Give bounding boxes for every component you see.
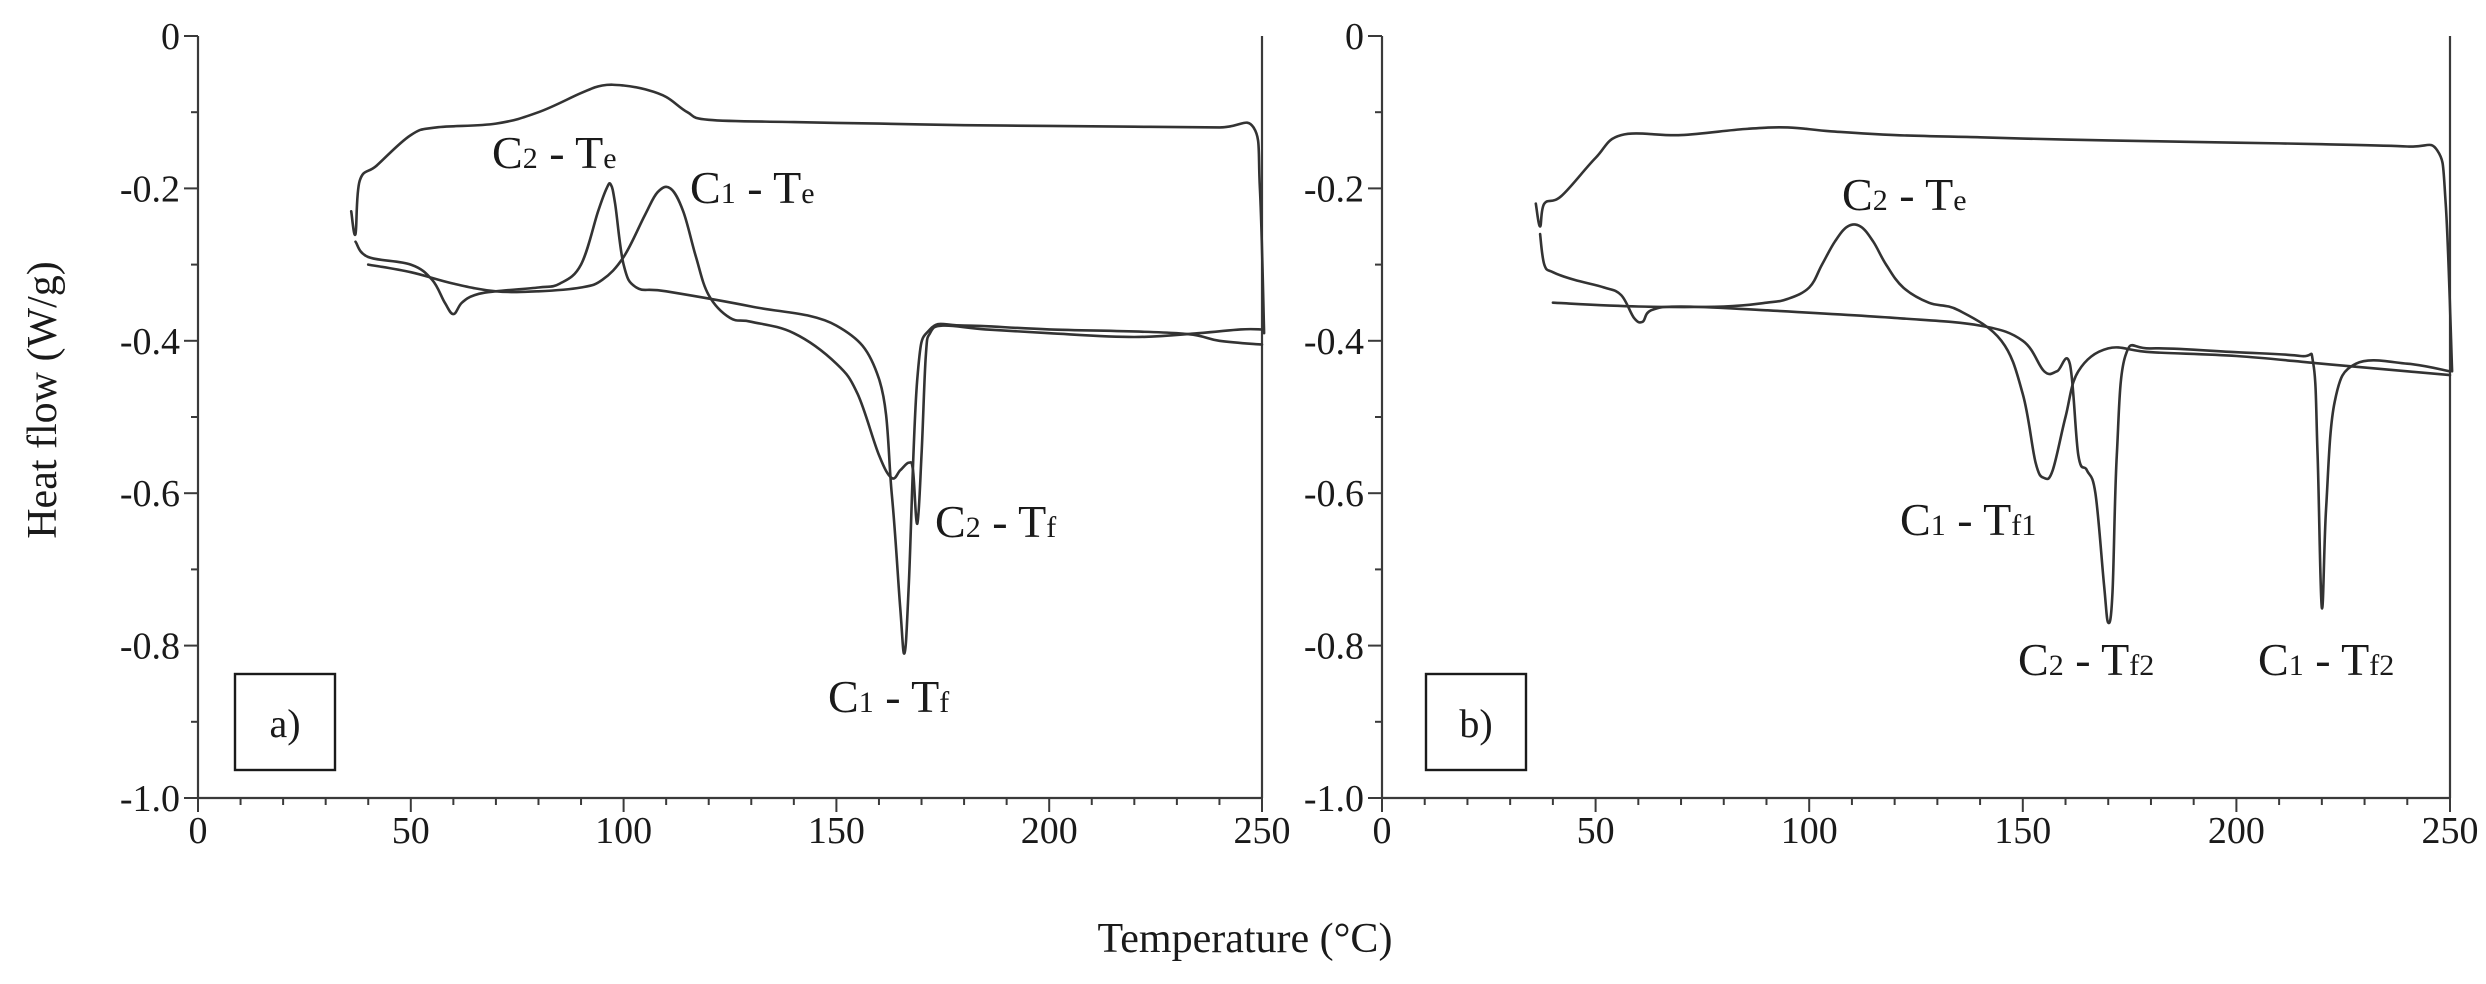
- panel-a-curves: [349, 83, 1266, 655]
- panel-b-x-tick-label: 100: [1781, 810, 1838, 852]
- chart-panel-b: 0 50 100 150 200 250 0 -0.2 -0.4 -0.6 -0.8 -1.0 C2 …: [1304, 16, 2479, 852]
- annotation-a-c2-tf: C2 - Tf: [935, 496, 1056, 547]
- panel-b-x-tick-label: 0: [1373, 810, 1392, 852]
- annotation-b-c1-tf2: C1 - Tf2: [2258, 634, 2394, 685]
- panel-b-x-tick-label: 200: [2208, 810, 2265, 852]
- annotation-a-c1-te: C1 - Te: [690, 162, 815, 213]
- panel-b-x-tick-label: 50: [1577, 810, 1615, 852]
- panel-b-y-tick-label: -0.6: [1304, 473, 1364, 515]
- panel-b-y-tick-label: 0: [1345, 16, 1364, 58]
- chart-panel-a: 0 50 100 150 200 250 0 -0.2 -0.4 -0.6 -0.8 -1.0 C2 …: [120, 16, 1291, 852]
- annotation-a-c1-tf: C1 - Tf: [828, 671, 949, 722]
- panel-b-tick-labels: 0 50 100 150 200 250 0 -0.2 -0.4 -0.6 -0.8 -1.0: [1304, 16, 2479, 852]
- annotation-b-c1-tf1: C1 - Tf1: [1900, 494, 2036, 545]
- panel-a-curve-3: [366, 185, 1264, 526]
- y-axis-label: Heat flow (W/g): [20, 261, 66, 539]
- panel-b-y-tick-label: -0.4: [1304, 321, 1364, 363]
- panel-b-curves: [1534, 125, 2454, 625]
- panel-a-curve-2: [354, 182, 1264, 655]
- panel-b-curve-1: [1534, 125, 2454, 373]
- panel-a-label: a): [269, 701, 300, 746]
- panel-b-y-tick-label: -0.8: [1304, 626, 1364, 668]
- annotation-b-c2-te: C2 - Te: [1842, 169, 1967, 220]
- panel-b-label: b): [1459, 701, 1492, 746]
- panel-a-x-tick-label: 150: [808, 810, 865, 852]
- panel-a-ticks: [184, 35, 1263, 812]
- panel-a-y-tick-label: -0.6: [120, 473, 180, 515]
- panel-b-x-tick-label: 250: [2422, 810, 2479, 852]
- panel-a-y-tick-label: -0.2: [120, 168, 180, 210]
- panel-b-x-tick-label: 150: [1994, 810, 2051, 852]
- panel-a-x-tick-label: 200: [1021, 810, 1078, 852]
- panel-a-y-tick-label: 0: [161, 16, 180, 58]
- panel-b-label-box: [1424, 672, 1528, 772]
- panel-b-curve-2: [1538, 232, 2452, 625]
- panel-a-x-tick-label: 0: [189, 810, 208, 852]
- panel-a-label-box: [233, 672, 337, 772]
- panel-a-x-tick-label: 100: [595, 810, 652, 852]
- panel-a-curve-1: [349, 83, 1266, 335]
- annotation-a-c2-te: C2 - Te: [492, 127, 617, 178]
- panel-a-x-tick-label: 50: [392, 810, 430, 852]
- panel-a-y-tick-label: -0.8: [120, 626, 180, 668]
- x-axis-label: Temperature (°C): [1098, 916, 1393, 962]
- panel-b-curve-3: [1551, 223, 2452, 481]
- panel-a-y-tick-label: -0.4: [120, 321, 180, 363]
- annotation-b-c2-tf2: C2 - Tf2: [2018, 634, 2154, 685]
- panel-b-ticks: [1368, 35, 2451, 812]
- panel-a-x-tick-label: 250: [1234, 810, 1291, 852]
- panel-b-y-tick-label: -1.0: [1304, 778, 1364, 820]
- panel-b-y-tick-label: -0.2: [1304, 168, 1364, 210]
- panel-a-y-tick-label: -1.0: [120, 778, 180, 820]
- panel-a-tick-labels: 0 50 100 150 200 250 0 -0.2 -0.4 -0.6 -0.8 -1.0: [120, 16, 1291, 852]
